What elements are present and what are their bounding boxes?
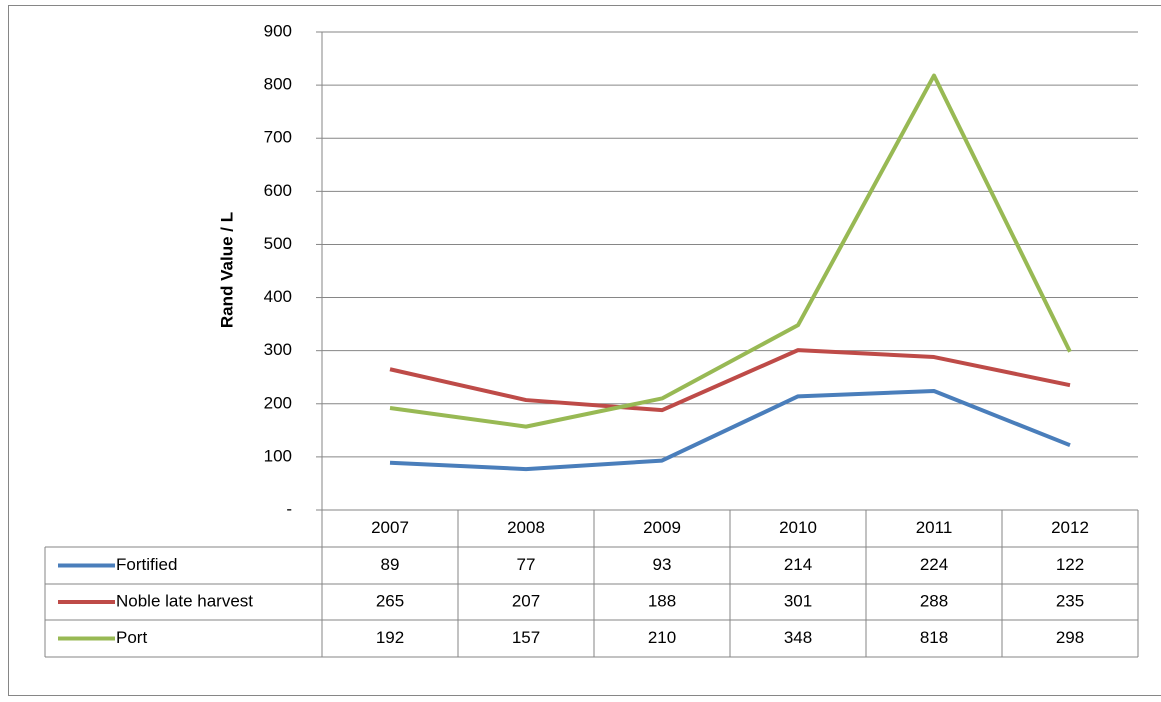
series-line: [389, 73, 1072, 429]
x-tick-label: 2010: [779, 518, 817, 537]
y-tick-label: 500: [264, 234, 292, 253]
table-value: 348: [784, 628, 812, 647]
table-value: 235: [1056, 591, 1084, 610]
table-value: 157: [512, 628, 540, 647]
y-tick-label: 300: [264, 340, 292, 359]
table-value: 188: [648, 591, 676, 610]
y-tick-label: 100: [264, 446, 292, 465]
table-value: 122: [1056, 555, 1084, 574]
x-tick-label: 2009: [643, 518, 681, 537]
x-tick-label: 2011: [916, 518, 953, 537]
series-line: [389, 389, 1071, 472]
y-tick-label: 200: [264, 393, 292, 412]
table-value: 192: [376, 628, 404, 647]
table-value: 288: [920, 591, 948, 610]
y-tick-label: -: [286, 499, 292, 518]
y-tick-label: 400: [264, 287, 292, 306]
y-tick-label: 800: [264, 75, 292, 94]
table-value: 210: [648, 628, 676, 647]
legend-label: Port: [116, 628, 147, 647]
table-value: 89: [381, 555, 400, 574]
legend-label: Noble late harvest: [116, 591, 253, 610]
table-value: 77: [517, 555, 536, 574]
table-value: 93: [653, 555, 672, 574]
table-value: 214: [784, 555, 812, 574]
table-value: 298: [1056, 628, 1084, 647]
table-value: 207: [512, 591, 540, 610]
y-axis-label: Rand Value / L: [217, 212, 236, 328]
table-value: 224: [920, 555, 948, 574]
table-value: 818: [920, 628, 948, 647]
chart-border: [8, 5, 1161, 696]
table-value: 265: [376, 591, 404, 610]
table-value: 301: [784, 591, 812, 610]
y-tick-label: 700: [264, 128, 292, 147]
legend-label: Fortified: [116, 555, 177, 574]
series-line: [389, 348, 1071, 413]
x-tick-label: 2007: [371, 518, 409, 537]
y-tick-label: 600: [264, 181, 292, 200]
y-tick-label: 900: [264, 21, 292, 40]
x-tick-label: 2008: [507, 518, 545, 537]
x-tick-label: 2012: [1051, 518, 1089, 537]
